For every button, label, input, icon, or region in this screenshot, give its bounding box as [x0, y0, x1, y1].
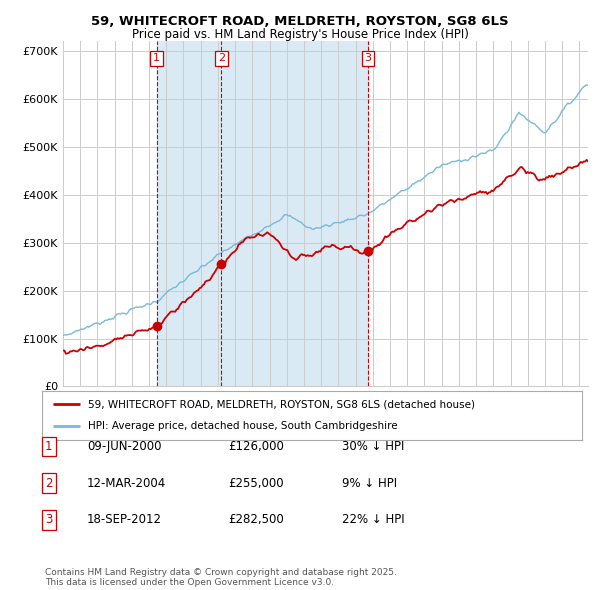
Text: 3: 3: [364, 53, 371, 63]
Text: 12-MAR-2004: 12-MAR-2004: [87, 477, 166, 490]
Text: Price paid vs. HM Land Registry's House Price Index (HPI): Price paid vs. HM Land Registry's House …: [131, 28, 469, 41]
Text: £126,000: £126,000: [228, 440, 284, 453]
Text: 3: 3: [45, 513, 52, 526]
Text: 1: 1: [153, 53, 160, 63]
Text: HPI: Average price, detached house, South Cambridgeshire: HPI: Average price, detached house, Sout…: [88, 421, 398, 431]
Text: 22% ↓ HPI: 22% ↓ HPI: [342, 513, 404, 526]
Text: 59, WHITECROFT ROAD, MELDRETH, ROYSTON, SG8 6LS (detached house): 59, WHITECROFT ROAD, MELDRETH, ROYSTON, …: [88, 399, 475, 409]
Text: 30% ↓ HPI: 30% ↓ HPI: [342, 440, 404, 453]
Text: 1: 1: [45, 440, 53, 453]
Text: 2: 2: [45, 477, 53, 490]
Text: 18-SEP-2012: 18-SEP-2012: [87, 513, 162, 526]
Bar: [157, 41, 368, 386]
Text: 59, WHITECROFT ROAD, MELDRETH, ROYSTON, SG8 6LS: 59, WHITECROFT ROAD, MELDRETH, ROYSTON, …: [91, 15, 509, 28]
Text: 9% ↓ HPI: 9% ↓ HPI: [342, 477, 397, 490]
Text: £255,000: £255,000: [228, 477, 284, 490]
Text: 2: 2: [218, 53, 225, 63]
Text: £282,500: £282,500: [228, 513, 284, 526]
Text: Contains HM Land Registry data © Crown copyright and database right 2025.
This d: Contains HM Land Registry data © Crown c…: [45, 568, 397, 587]
Text: 09-JUN-2000: 09-JUN-2000: [87, 440, 161, 453]
